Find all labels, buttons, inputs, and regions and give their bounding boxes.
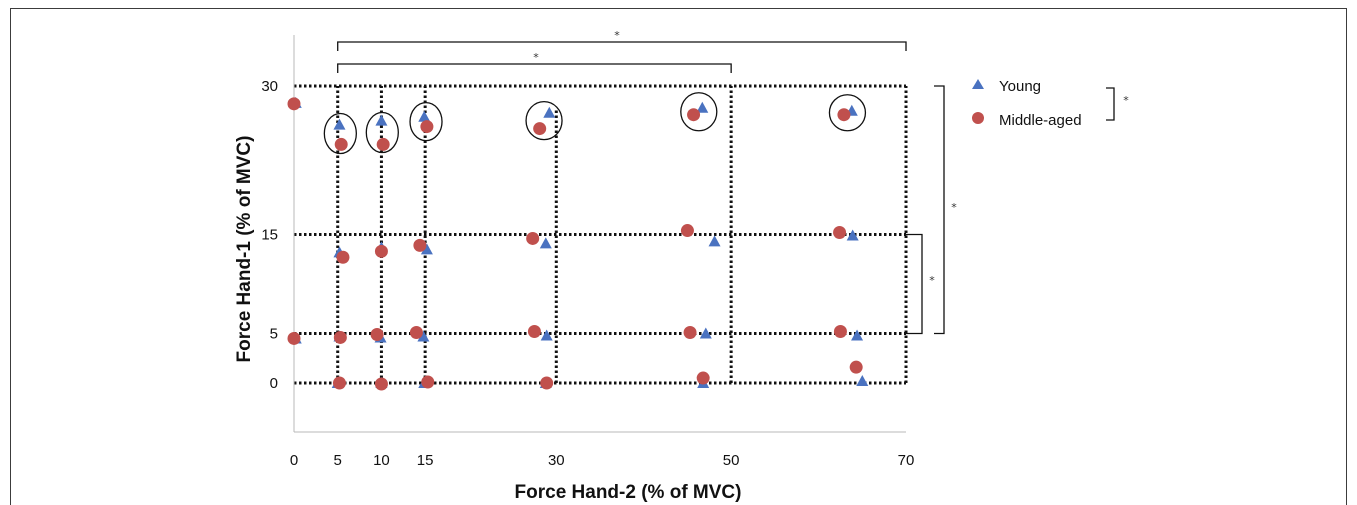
- legend: Young Middle-aged: [972, 78, 1082, 129]
- young-point: [543, 106, 556, 118]
- middle-aged-point: [334, 137, 348, 151]
- x-axis-title: Force Hand-2 (% of MVC): [515, 482, 742, 503]
- middle-aged-point: [370, 327, 384, 341]
- middle-aged-point: [533, 122, 547, 136]
- figure-frame: [10, 8, 1347, 505]
- x-tick-label: 50: [723, 452, 740, 469]
- middle-aged-point: [526, 231, 540, 245]
- middle-aged-point: [540, 376, 554, 390]
- middle-aged-point: [837, 108, 851, 122]
- middle-aged-point: [833, 226, 847, 240]
- highlight-ellipse: [365, 111, 399, 154]
- young-point: [856, 375, 869, 387]
- young-point: [696, 101, 709, 113]
- young-point: [333, 118, 346, 130]
- legend-young-label: Young: [999, 78, 1041, 95]
- y-axis-title: Force Hand-1 (% of MVC): [234, 136, 255, 363]
- young-point: [846, 229, 859, 241]
- x-tick-label: 0: [290, 452, 298, 469]
- middle-aged-point: [413, 238, 427, 252]
- bracket-age-groups: [1106, 87, 1115, 121]
- significance-star: *: [951, 201, 957, 214]
- middle-aged-point: [287, 331, 301, 345]
- legend-middle-aged-marker: [972, 112, 984, 124]
- bracket-15-vs-5: [906, 233, 923, 335]
- legend-middle-aged-label: Middle-aged: [999, 112, 1082, 129]
- middle-aged-point: [409, 326, 423, 340]
- middle-aged-point: [680, 224, 694, 238]
- x-tick-label: 5: [334, 452, 342, 469]
- significance-star: *: [533, 51, 539, 64]
- y-tick-labels: 0 5 15 30: [261, 78, 278, 392]
- middle-aged-point: [420, 120, 434, 134]
- significance-star: *: [929, 274, 935, 287]
- bracket-30-vs-5: [934, 85, 945, 335]
- highlight-ellipse: [680, 92, 718, 132]
- dotted-grid: [294, 84, 908, 385]
- bracket-5-vs-50: [337, 63, 732, 73]
- middle-aged-point: [332, 376, 346, 390]
- highlight-ellipse: [323, 112, 357, 155]
- y-tick-label: 15: [261, 227, 278, 244]
- x-tick-label: 10: [373, 452, 390, 469]
- y-tick-label: 5: [270, 326, 278, 343]
- young-point: [708, 235, 721, 247]
- legend-young-marker: [972, 79, 984, 89]
- highlight-ellipse: [525, 101, 563, 141]
- middle-aged-point: [421, 375, 435, 389]
- middle-aged-point: [683, 326, 697, 340]
- y-tick-label: 30: [261, 78, 278, 95]
- x-tick-label: 70: [898, 452, 915, 469]
- middle-aged-point: [696, 371, 710, 385]
- young-point: [420, 243, 433, 255]
- data-points: [287, 96, 869, 391]
- middle-aged-point: [849, 360, 863, 374]
- middle-aged-point: [376, 137, 390, 151]
- significance-star: *: [1123, 94, 1129, 107]
- x-tick-label: 15: [417, 452, 434, 469]
- significance-star: *: [614, 29, 620, 42]
- young-point: [851, 329, 864, 341]
- highlight-ellipse: [828, 94, 867, 132]
- middle-aged-point: [333, 330, 347, 344]
- x-tick-labels: 0 5 10 15 30 50 70: [290, 452, 915, 469]
- middle-aged-point: [336, 250, 350, 264]
- middle-aged-point: [687, 108, 701, 122]
- highlight-ellipses: [323, 92, 867, 155]
- young-point: [417, 330, 430, 342]
- significance-brackets: * * * * *: [337, 29, 1129, 335]
- young-point: [418, 110, 431, 122]
- x-tick-label: 30: [548, 452, 565, 469]
- young-point: [699, 327, 712, 339]
- middle-aged-point: [833, 325, 847, 339]
- middle-aged-point: [374, 377, 388, 391]
- young-point: [539, 237, 552, 249]
- middle-aged-point: [374, 244, 388, 258]
- bracket-5-vs-70: [337, 41, 907, 51]
- middle-aged-point: [287, 97, 301, 111]
- young-point: [540, 329, 553, 341]
- young-point: [375, 114, 388, 126]
- highlight-ellipse: [409, 101, 443, 142]
- y-tick-label: 0: [270, 375, 278, 392]
- middle-aged-point: [527, 325, 541, 339]
